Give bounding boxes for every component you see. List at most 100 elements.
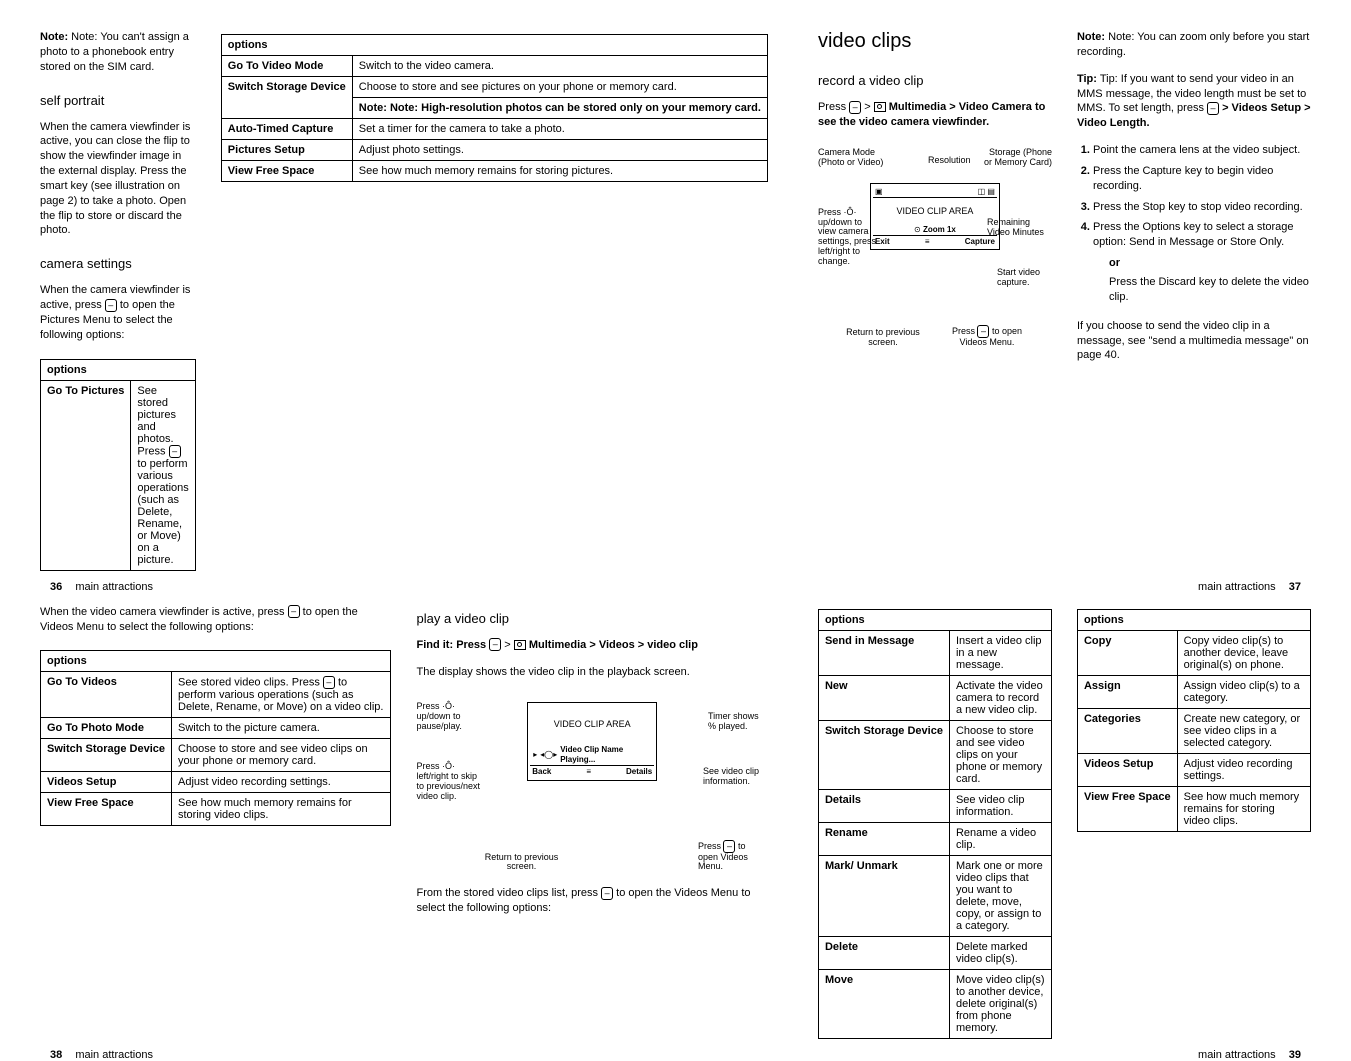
from-list-text: From the stored video clips list, press … [416,886,767,916]
diagram-label: See video clip information. [703,767,768,787]
diagram-label: Resolution [928,156,971,166]
options-table-cliplist: options Send in MessageInsert a video cl… [818,609,1052,1039]
heading-record: record a video clip [818,73,1052,88]
opt-key: Delete [818,936,949,969]
opt-val: Mark one or more video clips that you wa… [949,855,1051,936]
options-table-camera: options Go To Video ModeSwitch to the vi… [221,34,768,182]
diagram-label: Storage (Phone or Memory Card) [982,148,1052,168]
menu-key-icon: – [1207,102,1219,115]
clip-area: VIDEO CLIP AREA [873,198,997,225]
videos-menu-lead: When the video camera viewfinder is acti… [40,605,391,635]
phone-screen: ▣◫ ▤ VIDEO CLIP AREA ⊙ Zoom 1x Exit≡Capt… [870,183,1000,251]
opt-key: Move [818,969,949,1038]
diagram-label: Press ·Ô· up/down to pause/play. [416,702,476,732]
diagram-label: Press ·Ô· left/right to skip to previous… [416,762,481,802]
opt-key: Switch Storage Device [41,739,172,772]
opt-val: See how much memory remains for storing … [1177,786,1310,831]
phone-screen: VIDEO CLIP AREA ▸ ◂◯▸ Video Clip Name Pl… [527,702,657,781]
multimedia-icon [874,102,886,112]
heading-play: play a video clip [416,611,767,626]
mms-tip: Tip: Tip: If you want to send your video… [1077,72,1311,131]
opt-val: Create new category, or see video clips … [1177,708,1310,753]
opt-val: See how much memory remains for storing … [352,161,767,182]
diagram-label: Press – to open Videos Menu. [698,840,768,873]
opt-val: See how much memory remains for storing … [172,793,391,826]
opt-key: New [818,675,949,720]
page-37: video clips record a video clip Press – … [818,30,1311,575]
note-text: Note: Note: You can't assign a photo to … [40,30,196,75]
heading-camera-settings: camera settings [40,256,196,271]
opt-key: Go To Video Mode [221,56,352,77]
find-it: Find it: Press – > Multimedia > Videos >… [416,638,767,653]
opt-key: Details [818,789,949,822]
page-number: 37 [1289,581,1301,593]
step: Point the camera lens at the video subje… [1093,143,1311,158]
opt-key: Send in Message [818,630,949,675]
opt-key: Pictures Setup [221,140,352,161]
zoom-label: Zoom 1x [923,225,956,234]
opt-key: View Free Space [41,793,172,826]
step: Press the Options key to select a storag… [1093,220,1311,304]
page-footer: 38 main attractions [40,1049,153,1061]
page-footer: main attractions 37 [1198,581,1311,593]
nav-indicator: ◂◯▸ [540,750,557,760]
section-name: main attractions [1198,581,1276,593]
table-header: options [221,35,767,56]
opt-key: Go To Videos [41,672,172,718]
viewfinder-diagram: Camera Mode (Photo or Video) Resolution … [818,148,1052,348]
opt-key: Copy [1077,630,1177,675]
clip-name: Video Clip Name Playing... [560,745,651,764]
softkey-capture: Capture [965,237,995,247]
opt-val: Insert a video clip in a new message. [949,630,1051,675]
diagram-label: Press ·Ô· up/down to view camera setting… [818,208,878,267]
record-lead: Press – > Multimedia > Video Camera to s… [818,100,1052,130]
menu-indicator: ≡ [586,767,591,777]
opt-val: Set a timer for the camera to take a pho… [352,119,767,140]
section-name: main attractions [75,581,153,593]
opt-val: Assign video clip(s) to a category. [1177,675,1310,708]
opt-key: Rename [818,822,949,855]
opt-val: Switch to the video camera. [352,56,767,77]
diagram-label: Start video capture. [997,268,1052,288]
menu-key-icon: – [323,676,335,689]
step-alt: Press the Discard key to delete the vide… [1109,275,1311,305]
opt-val: Adjust video recording settings. [1177,753,1310,786]
page-38: When the video camera viewfinder is acti… [40,605,768,1043]
opt-val: See stored pictures and photos. Press – … [131,380,195,570]
page-footer: 36 main attractions [40,581,153,593]
menu-indicator: ≡ [925,237,930,247]
table-header: options [41,359,196,380]
self-portrait-text: When the camera viewfinder is active, yo… [40,120,196,239]
opt-key: Go To Photo Mode [41,718,172,739]
opt-val: See video clip information. [949,789,1051,822]
opt-key: Videos Setup [41,772,172,793]
opt-key: Switch Storage Device [818,720,949,789]
status-icons: ◫ ▤ [978,187,995,197]
opt-val: Adjust video recording settings. [172,772,391,793]
heading-self-portrait: self portrait [40,93,196,108]
zoom-icon: ⊙ [914,225,921,234]
opt-key: View Free Space [221,161,352,182]
diagram-label: Timer shows % played. [708,712,768,732]
opt-val: Adjust photo settings. [352,140,767,161]
table-header: options [41,651,391,672]
opt-val: Move video clip(s) to another device, de… [949,969,1051,1038]
table-header: options [818,609,1051,630]
opt-key: Auto-Timed Capture [221,119,352,140]
camera-settings-text: When the camera viewfinder is active, pr… [40,283,196,342]
diagram-label: Camera Mode (Photo or Video) [818,148,888,168]
opt-val: Choose to store and see video clips on y… [172,739,391,772]
opt-val: Activate the video camera to record a ne… [949,675,1051,720]
softkey-details: Details [626,767,652,777]
opt-key: Mark/ Unmark [818,855,949,936]
options-table-cliplist-cont: options CopyCopy video clip(s) to anothe… [1077,609,1311,832]
step: Press the Capture key to begin video rec… [1093,164,1311,194]
page-36: Note: Note: You can't assign a photo to … [40,30,768,575]
playback-diagram: Press ·Ô· up/down to pause/play. VIDEO C… [416,697,767,872]
menu-key-icon: – [105,299,117,312]
page-number: 38 [50,1049,62,1061]
opt-val: Copy video clip(s) to another device, le… [1177,630,1310,675]
zoom-note: Note: Note: You can zoom only before you… [1077,30,1311,60]
page-39: options Send in MessageInsert a video cl… [818,605,1311,1043]
after-text: If you choose to send the video clip in … [1077,319,1311,364]
